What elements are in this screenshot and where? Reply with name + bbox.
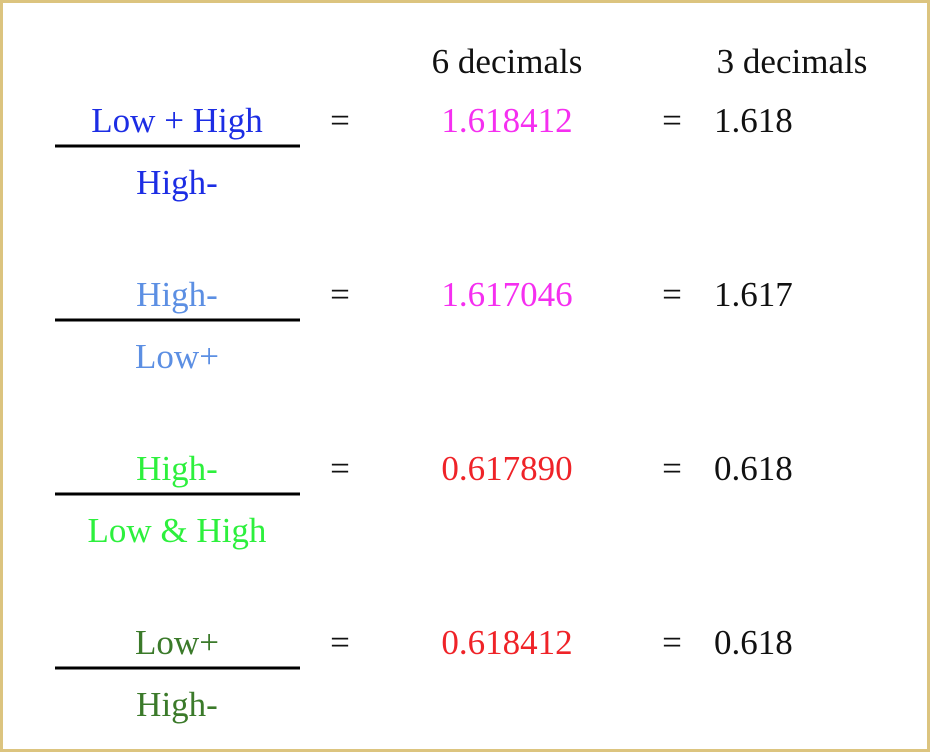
- three-decimal-value: 1.618: [714, 101, 793, 140]
- equals-sign: =: [330, 101, 350, 140]
- numerator: Low+: [135, 623, 219, 662]
- equals-sign: =: [662, 275, 682, 314]
- column-header: 3 decimals: [717, 42, 868, 81]
- denominator: Low+: [135, 337, 219, 376]
- fraction-table: 6 decimals 3 decimals Low + High High- = 1.…: [55, 42, 868, 724]
- numerator: High-: [136, 449, 218, 488]
- equals-sign: =: [330, 449, 350, 488]
- numerator: High-: [136, 275, 218, 314]
- six-decimal-value: 0.618412: [441, 623, 572, 662]
- equals-sign: =: [330, 275, 350, 314]
- equals-sign: =: [662, 101, 682, 140]
- three-decimal-value: 0.618: [714, 623, 793, 662]
- column-header: 6 decimals: [432, 42, 583, 81]
- denominator: High-: [136, 685, 218, 724]
- equals-sign: =: [330, 623, 350, 662]
- equals-sign: =: [662, 449, 682, 488]
- numerator: Low + High: [91, 101, 263, 140]
- six-decimal-value: 1.617046: [441, 275, 572, 314]
- denominator: High-: [136, 163, 218, 202]
- equals-sign: =: [662, 623, 682, 662]
- denominator: Low & High: [88, 511, 267, 550]
- three-decimal-value: 1.617: [714, 275, 793, 314]
- six-decimal-value: 0.617890: [441, 449, 572, 488]
- three-decimal-value: 0.618: [714, 449, 793, 488]
- six-decimal-value: 1.618412: [441, 101, 572, 140]
